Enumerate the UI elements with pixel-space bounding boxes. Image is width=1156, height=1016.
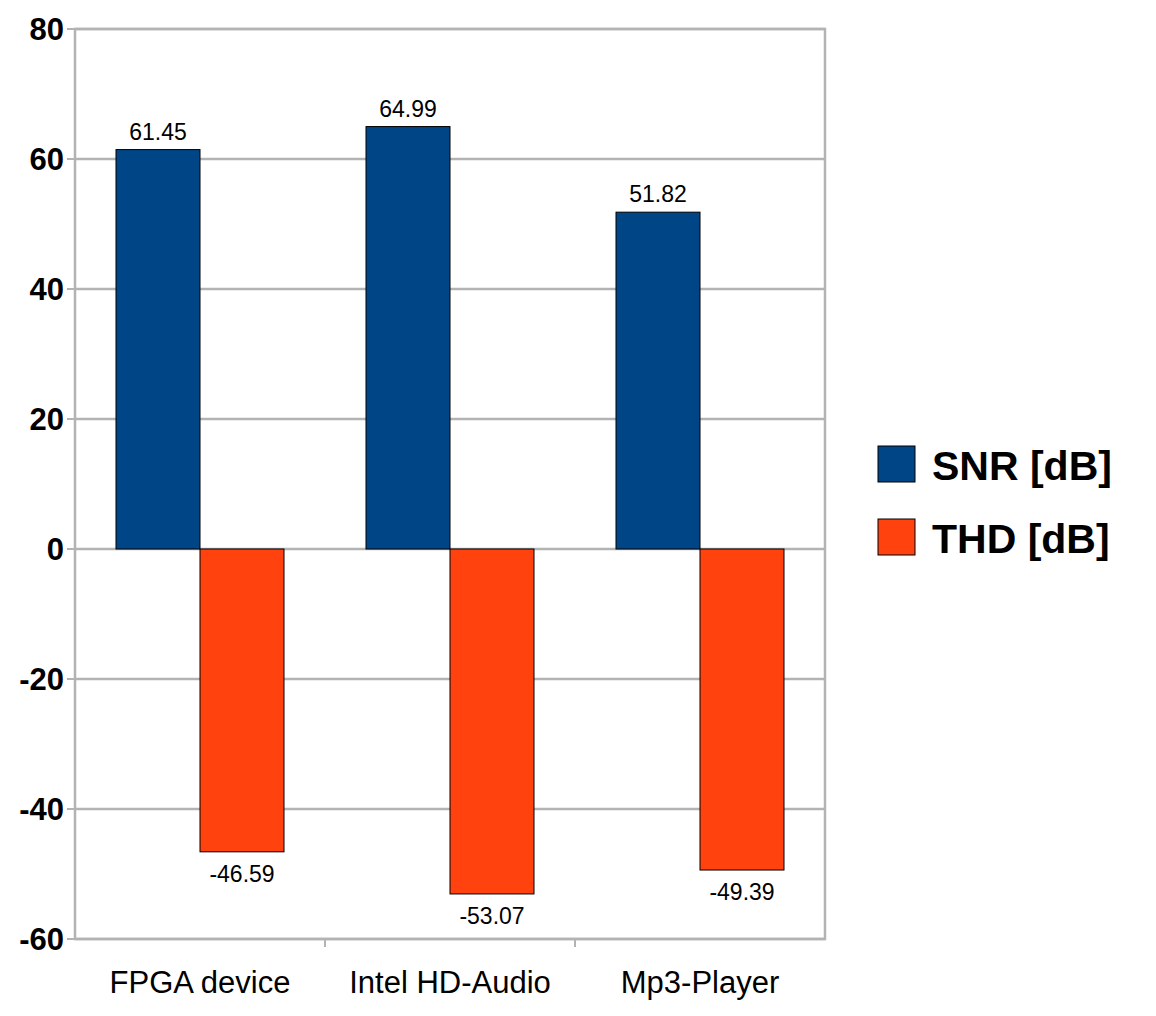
chart-svg: -60 -40 -20 0 20 40 60 80 61.45 -46.59 64.99 -53.07… [0,0,1156,1016]
data-label: 61.45 [129,119,187,145]
y-tick-label: 0 [47,532,64,567]
legend-swatch [878,519,915,555]
bar [700,549,784,870]
legend: SNR [dB] THD [dB] [878,443,1112,562]
data-label: -49.39 [709,879,774,905]
bar [366,127,450,549]
data-labels: 61.45 -46.59 64.99 -53.07 51.82 -49.39 [129,96,774,929]
data-label: -46.59 [209,861,274,887]
x-tick-label: Intel HD-Audio [349,965,551,1000]
data-label: 64.99 [379,96,437,122]
chart-container: -60 -40 -20 0 20 40 60 80 61.45 -46.59 64.99 -53.07… [0,0,1156,1016]
y-tick-label: 40 [30,272,64,307]
category-tick [324,939,326,947]
legend-label: THD [dB] [932,516,1110,562]
bar [200,549,284,852]
x-tick-label: Mp3-Player [621,965,780,1000]
y-tick-label: -60 [19,922,64,957]
legend-label: SNR [dB] [932,443,1112,489]
plot-frame [75,29,825,939]
y-tick-label: -40 [19,792,64,827]
x-tick-label: FPGA device [110,965,291,1000]
bar [616,212,700,549]
y-tick-label: 20 [30,402,64,437]
bars [116,127,784,894]
y-tick-label: -20 [19,662,64,697]
legend-swatch [878,446,915,482]
bar [450,549,534,894]
category-tick [574,939,576,947]
y-tick-label: 80 [30,12,64,47]
bar [116,150,200,549]
data-label: -53.07 [459,903,524,929]
y-tick-label: 60 [30,142,64,177]
data-label: 51.82 [629,181,687,207]
